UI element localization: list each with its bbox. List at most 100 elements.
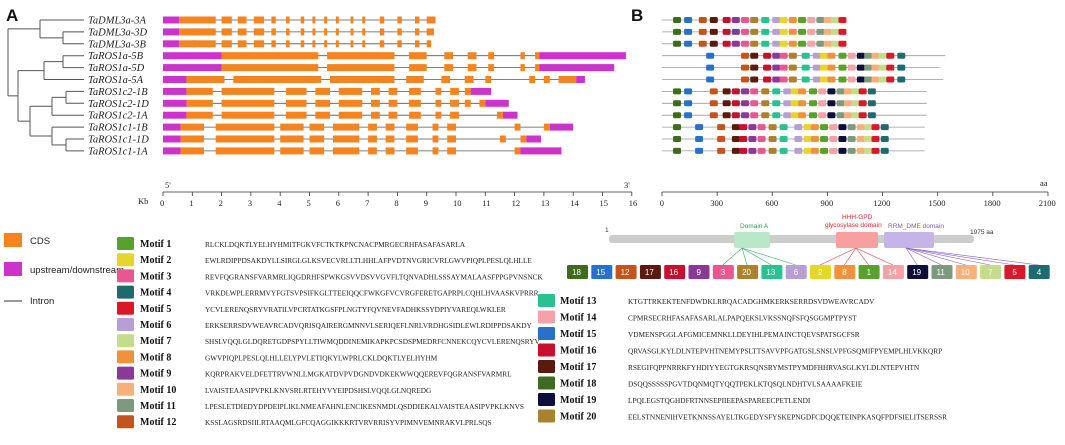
cds-exon	[180, 135, 205, 143]
domain-motif-box: 7	[980, 265, 1002, 279]
cds-exon	[479, 99, 486, 107]
cds-exon	[406, 147, 418, 155]
axis-b-tick: 1500	[929, 198, 946, 208]
motif-mark	[741, 64, 750, 71]
cds-exon	[180, 147, 205, 155]
motif-entry: Motif 4 VRKDLWPLERRMVYFGTSVPSIFKGLTTEEIQQ…	[117, 285, 539, 299]
motif-mark	[709, 112, 718, 119]
motif-mark	[779, 147, 788, 154]
motif-mark	[867, 100, 876, 107]
cds-exon	[368, 135, 377, 143]
axis-a-tick: 7	[365, 198, 369, 208]
motif-mark	[864, 136, 873, 142]
cds-exon	[179, 16, 196, 24]
motif-mark	[722, 28, 731, 35]
motif-mark	[709, 100, 718, 107]
cds-exon	[529, 76, 536, 83]
motif-name: Motif 15	[560, 329, 596, 340]
motif-sequence: LPQLEGSTQGHDFRTNNSEPIIEEPASPAREECPETLEND…	[628, 396, 811, 405]
gene-structure-row	[163, 147, 562, 155]
gene-name: TaROS1c2-1B	[88, 87, 148, 98]
protein-row	[662, 147, 925, 154]
motif-mark	[695, 136, 704, 142]
utr-segment	[163, 28, 180, 36]
cds-exon	[315, 111, 331, 119]
legend-intron-label: Intron	[30, 296, 54, 307]
domain-motif-box: 6	[785, 265, 807, 279]
gene-name: TaROS1c1-1A	[88, 146, 148, 157]
domain-motif-number: 18	[572, 268, 581, 277]
motif-mark	[880, 124, 889, 131]
motif-color-swatch	[117, 318, 134, 331]
domain-motif-box: 9	[688, 265, 710, 279]
cds-exon	[435, 111, 442, 119]
axis-a-tick: 15	[600, 198, 609, 208]
cds-exon	[362, 28, 366, 36]
motif-mark	[843, 88, 852, 95]
motif-mark	[761, 100, 770, 107]
motif-color-swatch	[117, 350, 134, 364]
motif-mark	[856, 76, 865, 83]
cds-exon	[221, 64, 319, 72]
motif-mark	[706, 64, 715, 71]
cds-exon	[514, 147, 521, 155]
cds-exon	[406, 123, 418, 131]
cds-exon	[338, 99, 363, 107]
motif-mark	[673, 28, 682, 35]
motif-color-swatch	[538, 409, 555, 423]
cds-exon	[414, 16, 420, 24]
motif-mark	[741, 52, 750, 59]
gene-name: TaDML3a-3A	[88, 16, 147, 27]
domain-a-box	[734, 232, 770, 248]
cds-exon	[464, 99, 471, 107]
motif-mark	[897, 64, 906, 71]
motif-mark	[684, 28, 693, 35]
gene-structure-row	[163, 64, 615, 72]
cds-exon	[409, 87, 421, 95]
axis-b-tick: 2100	[1039, 198, 1056, 208]
axis-b-unit: aa	[1040, 178, 1048, 188]
cds-exon	[368, 147, 377, 155]
motif-mark	[783, 88, 792, 95]
motif-mark	[731, 100, 740, 107]
motif-mark	[847, 147, 856, 154]
domain-motif-number: 2	[818, 268, 823, 277]
gene-structure-row	[163, 28, 435, 36]
cds-exon	[324, 16, 328, 24]
motif-mark	[864, 124, 873, 131]
motif-mark	[772, 112, 781, 119]
motif-color-swatch	[538, 360, 555, 373]
domain-motif-box: 2	[810, 265, 831, 279]
motif-mark	[801, 64, 810, 71]
cds-exon	[335, 16, 339, 24]
cds-exon	[221, 99, 275, 107]
protein-row	[662, 100, 927, 107]
utr-segment	[163, 99, 187, 107]
motif-mark	[816, 28, 825, 35]
hhh-domain-label: HHH-GPD glycosylase domain	[825, 214, 882, 229]
motif-mark	[794, 136, 803, 142]
motif-sequence: GWVPIQPLPESLQLHLLELYPVLETIQKYLWPRLCKLDQK…	[205, 353, 438, 362]
cds-exon	[332, 147, 360, 155]
motif-mark	[823, 40, 832, 47]
motif-mark	[731, 88, 740, 95]
motif-mark	[818, 88, 827, 95]
cds-exon	[414, 28, 420, 36]
cds-exon	[558, 76, 577, 83]
gene-name: TaDML3a-3D	[88, 27, 148, 38]
motif-mark	[731, 40, 740, 47]
motif-mark	[864, 52, 873, 59]
motif-mark	[831, 40, 840, 47]
motif-mark	[731, 136, 740, 142]
motif-mark	[684, 88, 693, 95]
motif-mark	[810, 136, 819, 142]
legend-cds-swatch	[4, 233, 22, 247]
cds-exon	[379, 16, 385, 24]
motif-mark	[709, 40, 718, 47]
motif-entry: Motif 10 LVAISTEAASIPVPKLKNVSRLRTEHYVYEIP…	[117, 382, 432, 396]
cds-exon	[309, 123, 325, 131]
protein-row	[662, 112, 927, 119]
utr-segment	[163, 111, 187, 119]
cds-exon	[309, 135, 325, 143]
motif-mark	[706, 52, 715, 59]
